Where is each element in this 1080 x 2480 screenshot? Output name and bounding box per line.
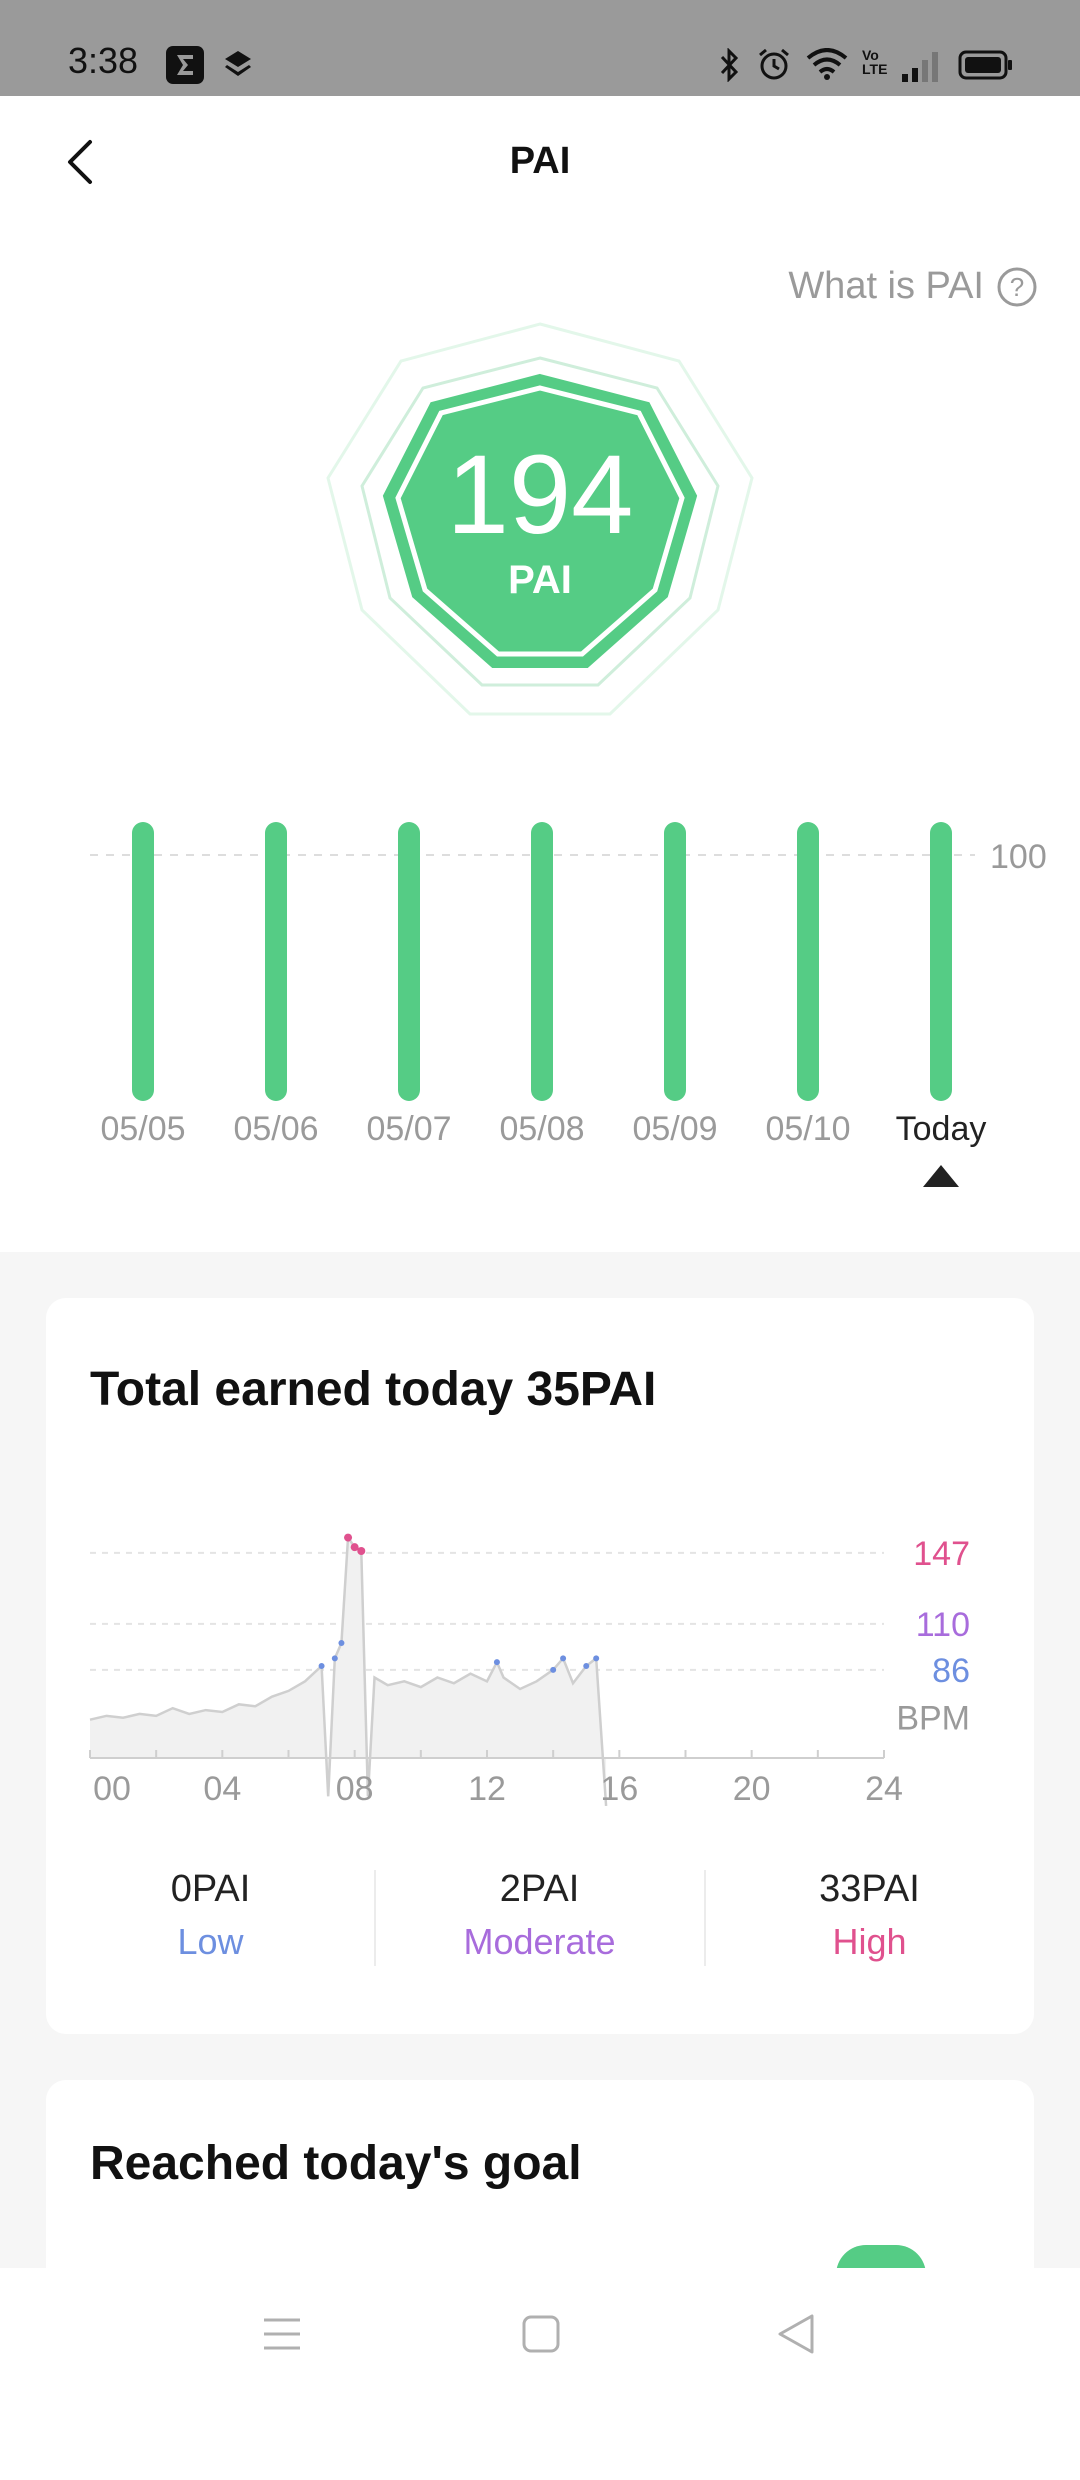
bluetooth-icon [720,48,739,82]
day-label[interactable]: 05/10 [765,1110,850,1148]
threshold-label: 147 [913,1535,970,1573]
alarm-icon [759,48,789,80]
hr-elevated-point [550,1666,557,1673]
heptagon-badge-shape [326,322,754,716]
status-bar: 3:38 Vo LTE [0,0,1080,96]
hr-area [90,1537,607,1806]
zone-high-value: 33PAI [819,1868,920,1910]
app-bar: PAI [0,96,1080,236]
bpm-label: BPM [896,1699,970,1737]
home-square-icon[interactable] [521,2314,561,2354]
content-section: Total earned today 35PAI 147 110 86 BPM 00 04… [0,1252,1080,2480]
hr-elevated-point [583,1663,590,1669]
back-triangle-icon[interactable] [776,2312,816,2356]
today-pai-card: Total earned today 35PAI 147 110 86 BPM 00 04… [46,1298,1034,2034]
pai-score-badge: 194 PAI [0,300,1080,760]
wifi-icon [806,48,848,80]
sigma-app-icon [166,46,204,84]
pai-score-value: 194 [446,432,634,557]
hr-peak-point [350,1543,359,1552]
heart-rate-chart: 147 110 86 BPM 00 04 08 12 16 20 24 [89,1533,970,1808]
x-tick-label: 24 [865,1770,903,1808]
svg-text:?: ? [1010,272,1024,302]
zone-divider [704,1870,706,1966]
zone-low: 0PAI Low [46,1868,375,1963]
x-tick-label: 08 [336,1770,374,1808]
zone-moderate-value: 2PAI [499,1868,580,1910]
zone-low-label: Low [177,1921,244,1962]
zone-low-value: 0PAI [170,1868,251,1910]
what-is-pai-label: What is PAI [788,265,984,307]
hr-elevated-point [560,1655,567,1662]
signal-icon [902,52,938,82]
selected-day-indicator-icon [923,1165,959,1187]
threshold-label: 86 [932,1652,970,1690]
x-tick-label: 00 [93,1770,131,1808]
chevron-left-icon[interactable] [52,132,112,192]
today-card-title: Total earned today 35PAI [90,1363,657,1416]
goal-card-title: Reached today's goal [90,2137,582,2190]
x-tick-label: 16 [600,1770,638,1808]
system-nav-bar [0,2268,1080,2400]
hr-elevated-point [318,1663,325,1669]
hr-peak-point [357,1547,366,1555]
day-label[interactable]: 05/08 [499,1110,584,1148]
zone-high: 33PAI High [705,1868,1034,1963]
zone-divider [374,1870,376,1966]
day-label[interactable]: 05/09 [632,1110,717,1148]
volte-icon: Vo LTE [862,47,888,77]
x-tick-label: 04 [203,1770,241,1808]
zone-moderate-label: Moderate [463,1921,616,1962]
day-label[interactable]: 05/07 [366,1110,451,1148]
hr-elevated-point [593,1655,600,1662]
what-is-pai-link[interactable]: What is PAI ? [788,265,1038,308]
zone-high-label: High [832,1921,907,1962]
day-label[interactable]: Today [896,1110,987,1148]
zone-moderate: 2PAI Moderate [375,1868,704,1963]
hr-elevated-point [493,1659,500,1666]
battery-icon [958,50,1012,80]
pai-score-unit: PAI [508,558,572,602]
x-tick-label: 20 [733,1770,771,1808]
hr-elevated-point [338,1640,345,1646]
layers-app-icon [225,51,251,76]
threshold-label: 110 [916,1606,970,1644]
reference-label-100: 100 [990,838,1047,876]
menu-icon[interactable] [262,2314,302,2354]
hr-elevated-point [331,1655,338,1662]
hr-peak-point [344,1533,353,1542]
day-label[interactable]: 05/06 [233,1110,318,1148]
weekly-pai-chart: 100 05/05 05/06 05/07 05/08 05/09 05/10 Today [90,822,1047,1187]
status-time: 3:38 [68,40,139,81]
page-title: PAI [509,140,571,182]
x-tick-label: 12 [468,1770,506,1808]
day-label[interactable]: 05/05 [100,1110,185,1148]
question-circle-icon: ? [997,267,1037,306]
